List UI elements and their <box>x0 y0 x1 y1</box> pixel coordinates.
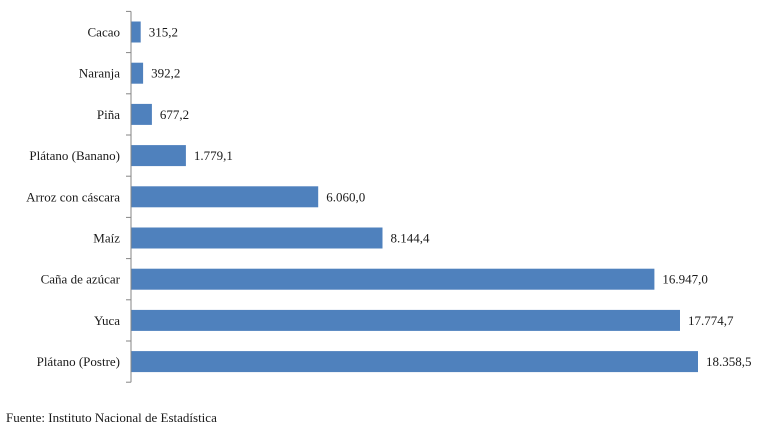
category-label: Arroz con cáscara <box>26 189 120 204</box>
category-labels-group: Cacao Naranja Piña Plátano (Banano) Arroz co… <box>26 25 120 370</box>
bar <box>131 227 383 249</box>
value-label: 1.779,1 <box>194 148 233 163</box>
bar <box>131 186 319 208</box>
bar <box>131 351 698 373</box>
value-label: 677,2 <box>160 107 189 122</box>
value-label: 16.947,0 <box>662 272 708 287</box>
category-label: Cacao <box>88 25 120 40</box>
value-label: 8.144,4 <box>391 231 431 246</box>
bar <box>131 21 141 43</box>
value-label: 17.774,7 <box>688 313 734 328</box>
value-label: 6.060,0 <box>326 189 365 204</box>
bar <box>131 145 186 167</box>
bars-group <box>131 21 698 373</box>
category-label: Plátano (Postre) <box>37 354 120 369</box>
category-label: Piña <box>97 107 120 122</box>
source-note: Fuente: Instituto Nacional de Estadístic… <box>6 410 217 425</box>
value-label: 392,2 <box>151 66 180 81</box>
category-label: Caña de azúcar <box>41 272 121 287</box>
category-label: Maíz <box>93 231 120 246</box>
bar <box>131 103 152 125</box>
category-label: Naranja <box>79 66 120 81</box>
bar <box>131 268 655 290</box>
category-label: Plátano (Banano) <box>29 148 120 163</box>
value-label: 18.358,5 <box>706 354 752 369</box>
bar <box>131 62 144 84</box>
category-label: Yuca <box>94 313 120 328</box>
bar-chart: 315,2 392,2 677,2 1.779,1 6.060,0 8.144,4 16.9… <box>26 10 752 383</box>
bar <box>131 309 680 331</box>
value-labels-group: 315,2 392,2 677,2 1.779,1 6.060,0 8.144,4 16.9… <box>149 25 752 370</box>
value-label: 315,2 <box>149 25 178 40</box>
